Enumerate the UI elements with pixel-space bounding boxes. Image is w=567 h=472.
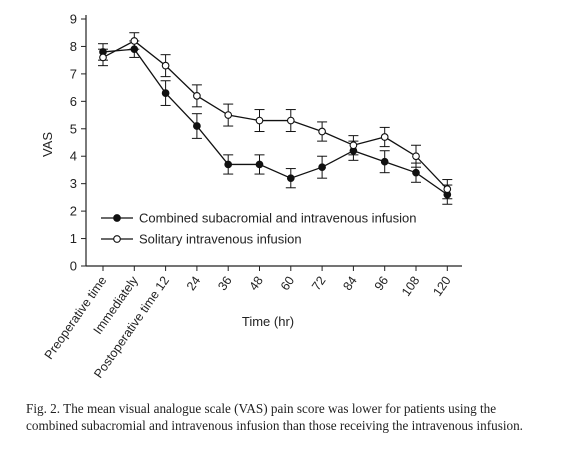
- y-tick-label: 7: [70, 66, 77, 81]
- y-tick-label: 4: [70, 149, 77, 164]
- x-axis-label: Time (hr): [242, 314, 294, 329]
- series-2: [98, 32, 453, 200]
- x-tick-label: 48: [247, 274, 266, 293]
- y-tick-label: 9: [70, 12, 77, 27]
- series-line: [102, 40, 448, 190]
- data-point: [161, 61, 170, 70]
- data-point: [224, 160, 233, 169]
- series-1: [98, 40, 453, 205]
- y-tick-label: 0: [70, 259, 77, 274]
- caption-label: Fig. 2.: [26, 401, 61, 416]
- x-tick-label: 60: [278, 274, 297, 293]
- legend-label: Combined subacromial and intravenous inf…: [139, 211, 417, 226]
- x-tick-label: 72: [309, 274, 328, 293]
- data-point: [380, 157, 389, 166]
- data-point: [99, 53, 107, 62]
- x-tick-label: 36: [215, 274, 234, 293]
- y-tick-label: 6: [70, 94, 77, 109]
- data-point: [255, 160, 264, 169]
- y-tick-label: 3: [70, 176, 77, 191]
- data-point: [286, 174, 295, 183]
- data-point: [130, 37, 139, 45]
- y-axis-label: VAS: [40, 132, 55, 157]
- data-point: [412, 168, 420, 177]
- x-tick-label: 84: [340, 274, 359, 293]
- x-tick-label: 96: [372, 274, 391, 293]
- legend: Combined subacromial and intravenous inf…: [101, 211, 417, 247]
- y-tick-label: 2: [70, 204, 77, 219]
- caption-text: The mean visual analogue scale (VAS) pai…: [26, 401, 523, 433]
- x-tick-label: 120: [430, 274, 453, 299]
- data-point: [161, 89, 170, 97]
- data-point: [412, 152, 420, 161]
- series-line: [102, 48, 448, 196]
- x-tick-label: 24: [184, 274, 203, 293]
- legend-marker: [113, 235, 121, 243]
- data-point: [224, 111, 233, 119]
- y-tick-label: 8: [70, 39, 77, 54]
- data-point: [286, 116, 295, 125]
- data-point: [193, 122, 201, 130]
- data-point: [255, 116, 264, 125]
- data-point: [349, 141, 358, 150]
- x-tick-label: 108: [399, 274, 422, 299]
- legend-marker: [113, 214, 121, 222]
- figure-caption: Fig. 2. The mean visual analogue scale (…: [26, 400, 546, 434]
- series-group: [98, 32, 453, 205]
- data-point: [380, 133, 389, 141]
- data-point: [318, 163, 326, 172]
- data-point: [193, 91, 201, 100]
- y-tick-label: 5: [70, 121, 77, 136]
- y-tick-label: 1: [70, 231, 77, 246]
- data-point: [318, 127, 326, 136]
- legend-label: Solitary intravenous infusion: [139, 232, 302, 247]
- data-point: [443, 185, 452, 194]
